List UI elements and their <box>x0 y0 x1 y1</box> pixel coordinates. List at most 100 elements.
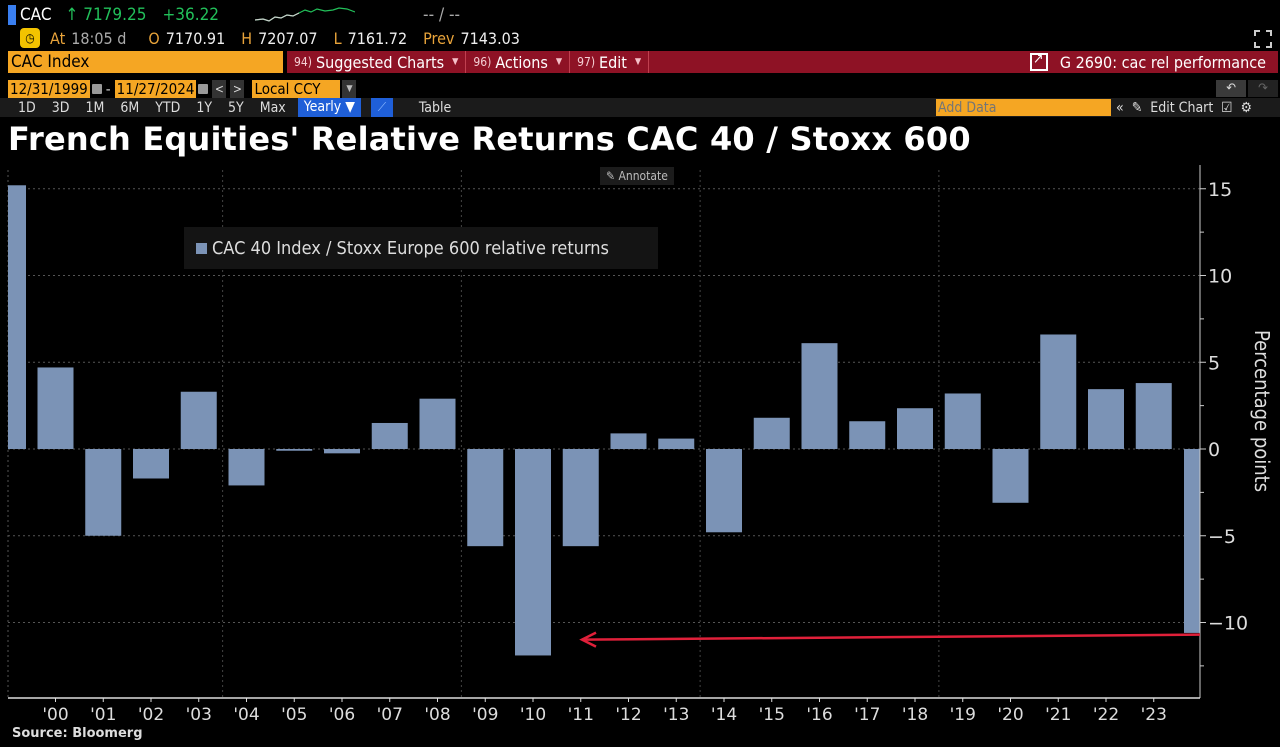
bar-'11 <box>562 449 599 547</box>
security-marker <box>8 5 16 25</box>
period-1y[interactable]: 1Y <box>196 99 213 116</box>
calendar-icon[interactable] <box>91 84 102 94</box>
bar-'20 <box>992 449 1029 503</box>
pencil-icon[interactable]: ✎ <box>1131 99 1143 116</box>
menu-number: 96) <box>473 55 492 69</box>
low-label: L <box>333 28 342 48</box>
x-tick-label: '21 <box>1045 705 1071 720</box>
x-tick-label: '06 <box>329 705 355 720</box>
bid-ask: -- / -- <box>423 5 460 25</box>
quote-time: 18:05 d <box>71 28 127 48</box>
frequency-select[interactable]: Yearly ▼ <box>297 98 361 117</box>
bar-'01 <box>85 449 122 536</box>
period-max[interactable]: Max <box>259 99 286 116</box>
high-label: H <box>241 28 253 48</box>
bar-'12 <box>610 433 647 449</box>
caret-down-icon: ▼ <box>555 57 563 67</box>
net-change: +36.22 <box>162 5 220 25</box>
bar-'00 <box>37 367 74 449</box>
high-value: 7207.07 <box>258 28 318 48</box>
x-tick-label: '09 <box>472 705 498 720</box>
security-field[interactable]: CAC Index <box>8 51 283 73</box>
annotate-button[interactable]: ✎ Annotate <box>600 167 674 185</box>
x-tick-label: '04 <box>233 705 259 720</box>
bar-'07 <box>371 422 408 449</box>
command-bar: CAC Index 94) Suggested Charts ▼ 96) Action… <box>8 51 1278 73</box>
legend-swatch <box>196 242 207 254</box>
prev-period-button[interactable]: < <box>212 80 227 98</box>
bar-'10 <box>515 449 551 656</box>
bar-'19 <box>944 393 981 449</box>
start-date-field[interactable]: 12/31/1999 <box>8 80 90 98</box>
y-tick-label: 10 <box>1208 266 1232 288</box>
edit-menu[interactable]: 97) Edit ▼ <box>570 51 650 73</box>
checklist-icon[interactable]: ☑ <box>1221 99 1233 116</box>
period-5y[interactable]: 5Y <box>228 99 244 116</box>
x-tick-label: '03 <box>186 705 212 720</box>
chart-title: French Equities' Relative Returns CAC 40… <box>8 120 971 158</box>
bar-'08 <box>419 398 456 449</box>
bar-chart: 15 10 5 0 −5 −10 '00 '01 '02 '03 '04 '05 '06 '07 '08 '0… <box>7 165 1248 720</box>
y-tick-label: 15 <box>1208 179 1232 201</box>
bar-'99 <box>8 185 26 449</box>
menu-label: Suggested Charts <box>315 52 445 72</box>
sparkline <box>255 7 356 22</box>
menu-number: 94) <box>294 55 312 69</box>
open-value: 7170.91 <box>165 28 226 48</box>
annotate-label: Annotate <box>618 169 668 183</box>
y-tick-label: 0 <box>1208 439 1220 461</box>
clock-icon: ◷ <box>20 28 40 48</box>
next-period-button[interactable]: > <box>230 80 245 98</box>
period-ytd[interactable]: YTD <box>155 99 181 116</box>
x-tick-label: '01 <box>90 705 116 720</box>
bar-'15 <box>753 417 790 449</box>
gear-icon[interactable]: ⚙ <box>1240 99 1252 116</box>
annotation-arrow <box>581 633 1201 641</box>
period-6m[interactable]: 6M <box>120 99 140 116</box>
external-link-icon[interactable] <box>1029 51 1048 71</box>
bar-'04 <box>228 449 265 486</box>
undo-icon[interactable]: ↶ <box>1216 80 1246 97</box>
y-tick-label: −5 <box>1208 526 1236 548</box>
open-label: O <box>148 28 160 48</box>
line-chart-icon[interactable]: ⟋ <box>370 98 393 117</box>
at-label: At <box>50 28 66 48</box>
redo-icon[interactable]: ↷ <box>1248 80 1278 97</box>
bar-'16 <box>801 343 838 449</box>
chart-id: G 2690: cac rel performance <box>1059 52 1266 72</box>
x-tick-label: '02 <box>138 705 164 720</box>
period-1d[interactable]: 1D <box>18 99 36 116</box>
add-data-input[interactable] <box>936 99 1111 116</box>
source-note: Source: Bloomerg <box>12 726 143 741</box>
period-3d[interactable]: 3D <box>51 99 70 116</box>
x-tick-label: '05 <box>281 705 307 720</box>
bar-'09 <box>467 449 504 547</box>
low-value: 7161.72 <box>347 28 408 48</box>
menu-bar: 94) Suggested Charts ▼ 96) Actions ▼ 97) Edit… <box>287 51 1278 73</box>
suggested-charts-menu[interactable]: 94) Suggested Charts ▼ <box>287 51 467 73</box>
bar-'06 <box>324 449 360 454</box>
bar-'21 <box>1040 334 1077 449</box>
edit-chart-button[interactable]: Edit Chart <box>1150 99 1214 116</box>
bar-'17 <box>849 421 886 449</box>
collapse-icon[interactable]: « <box>1116 99 1124 116</box>
chart-legend[interactable]: CAC 40 Index / Stoxx Europe 600 relative… <box>184 227 658 269</box>
prev-label: Prev <box>423 28 455 48</box>
calendar-icon[interactable] <box>198 84 209 94</box>
menu-number: 97) <box>577 55 596 69</box>
x-tick-label: '16 <box>806 705 832 720</box>
x-tick-label: '15 <box>759 705 785 720</box>
chart-tools: « ✎ Edit Chart ☑ ⚙ <box>1116 98 1252 117</box>
bar-'24 <box>1184 449 1200 633</box>
pop-out-icon[interactable] <box>1254 30 1272 48</box>
last-price: ↑ 7179.25 <box>66 5 147 25</box>
x-tick-label: '14 <box>711 705 737 720</box>
actions-menu[interactable]: 96) Actions ▼ <box>466 51 571 73</box>
table-button[interactable]: Table <box>418 99 452 116</box>
caret-down-icon[interactable]: ▼ <box>342 80 357 98</box>
period-1m[interactable]: 1M <box>85 99 105 116</box>
currency-select[interactable]: Local CCY <box>252 80 341 98</box>
end-date-field[interactable]: 11/27/2024 <box>114 80 197 98</box>
x-tick-label: '07 <box>377 705 403 720</box>
bar-'14 <box>706 449 742 533</box>
